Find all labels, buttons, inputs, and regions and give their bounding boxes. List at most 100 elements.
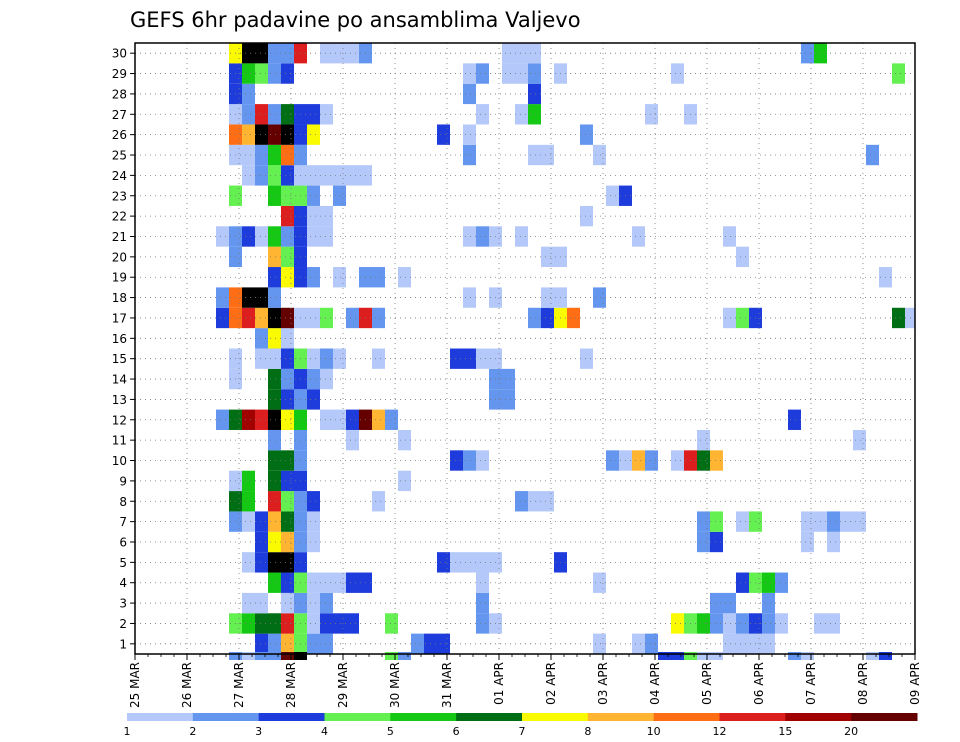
- heatmap-cell: [853, 429, 866, 451]
- heatmap-cell: [450, 348, 463, 369]
- heatmap-cell: [333, 613, 346, 634]
- heatmap-cell: [242, 287, 255, 308]
- heatmap-cell: [580, 124, 593, 145]
- heatmap-cell: [281, 307, 294, 329]
- heatmap-cell: [268, 43, 281, 64]
- heatmap-cell: [281, 368, 294, 390]
- heatmap-cell: [242, 165, 255, 186]
- heatmap-cell: [268, 348, 281, 369]
- heatmap-cell: [268, 450, 281, 471]
- heatmap-cell: [268, 287, 281, 308]
- heatmap-cell: [268, 368, 281, 390]
- heatmap-cell: [437, 124, 450, 145]
- heatmap-cell: [255, 144, 268, 166]
- heatmap-cell: [736, 633, 749, 654]
- heatmap-cell: [372, 348, 385, 369]
- heatmap-cell: [723, 226, 736, 247]
- y-tick-label: 30: [112, 47, 127, 61]
- heatmap-cell: [463, 124, 476, 145]
- heatmap-cell: [307, 613, 320, 634]
- colorbar-swatch: [851, 713, 918, 721]
- colorbar-label: 2: [189, 725, 196, 738]
- heatmap-cell: [268, 470, 281, 492]
- x-tick-label: 07 APR: [804, 662, 818, 705]
- colorbar-label: 6: [453, 725, 460, 738]
- heatmap-cell: [307, 226, 320, 247]
- heatmap-cell: [216, 307, 229, 329]
- heatmap-cell: [671, 63, 684, 84]
- heatmap-cell: [255, 552, 268, 573]
- y-tick-label: 12: [112, 413, 127, 427]
- heatmap-cell: [736, 246, 749, 268]
- y-tick-label: 21: [112, 230, 127, 244]
- heatmap-cell: [463, 83, 476, 105]
- heatmap-cell: [762, 592, 775, 614]
- heatmap-cell: [294, 652, 307, 660]
- heatmap-cell: [528, 307, 541, 329]
- heatmap-cell: [268, 165, 281, 186]
- heatmap-cell: [242, 43, 255, 64]
- y-tick-label: 25: [112, 149, 127, 163]
- heatmap-cell: [840, 511, 853, 532]
- heatmap-cell: [281, 409, 294, 430]
- colorbar-swatch: [258, 713, 325, 721]
- heatmap-cell: [515, 104, 528, 125]
- heatmap-cell: [775, 572, 788, 593]
- heatmap-cell: [281, 633, 294, 654]
- heatmap-cell: [710, 531, 723, 553]
- heatmap-cell: [398, 429, 411, 451]
- heatmap-cell: [593, 287, 606, 308]
- y-tick-label: 13: [112, 393, 127, 407]
- heatmap-cell: [320, 104, 333, 125]
- colorbar-swatch: [653, 713, 720, 721]
- heatmap-cell: [398, 267, 411, 288]
- x-tick-label: 01 APR: [492, 662, 506, 705]
- heatmap-cell: [476, 226, 489, 247]
- colorbar-label: 8: [584, 725, 591, 738]
- heatmap-cell: [268, 511, 281, 532]
- heatmap-cell: [463, 552, 476, 573]
- x-tick-label: 06 APR: [752, 662, 766, 705]
- heatmap-cell: [541, 246, 554, 268]
- heatmap-cell: [268, 246, 281, 268]
- heatmap-cell: [736, 572, 749, 593]
- heatmap-cell: [346, 165, 359, 186]
- heatmap-cell: [281, 613, 294, 634]
- colorbar-swatch: [127, 713, 194, 721]
- heatmap-cell: [463, 450, 476, 471]
- heatmap-cell: [346, 613, 359, 634]
- heatmap-cell: [853, 511, 866, 532]
- heatmap-cell: [476, 552, 489, 573]
- heatmap-cell: [827, 531, 840, 553]
- heatmap-cell: [502, 63, 515, 84]
- heatmap-cell: [710, 450, 723, 471]
- x-tick-label: 09 APR: [908, 662, 922, 705]
- heatmap-cell: [242, 592, 255, 614]
- x-tick-label: 04 APR: [648, 662, 662, 705]
- heatmap-cell: [281, 205, 294, 227]
- heatmap-cell: [541, 144, 554, 166]
- heatmap-cell: [528, 491, 541, 512]
- heatmap-cell: [281, 165, 294, 186]
- colorbar-label: 10: [647, 725, 661, 738]
- heatmap-cell: [879, 652, 892, 660]
- heatmap-cell: [476, 450, 489, 471]
- heatmap-cell: [346, 572, 359, 593]
- colorbar-swatch: [522, 713, 589, 721]
- heatmap-cell: [372, 307, 385, 329]
- y-tick-label: 10: [112, 454, 127, 468]
- heatmap-cell: [541, 491, 554, 512]
- colorbar-swatch: [324, 713, 391, 721]
- heatmap-cell: [333, 185, 346, 206]
- heatmap-cell: [333, 409, 346, 430]
- heatmap-cell: [645, 450, 658, 471]
- heatmap-cell: [255, 613, 268, 634]
- heatmap-cell: [307, 592, 320, 614]
- colorbar-swatch: [390, 713, 457, 721]
- heatmap-cell: [710, 613, 723, 634]
- heatmap-cell: [268, 144, 281, 166]
- heatmap-cell: [255, 633, 268, 654]
- heatmap-cell: [281, 124, 294, 145]
- heatmap-cell: [450, 552, 463, 573]
